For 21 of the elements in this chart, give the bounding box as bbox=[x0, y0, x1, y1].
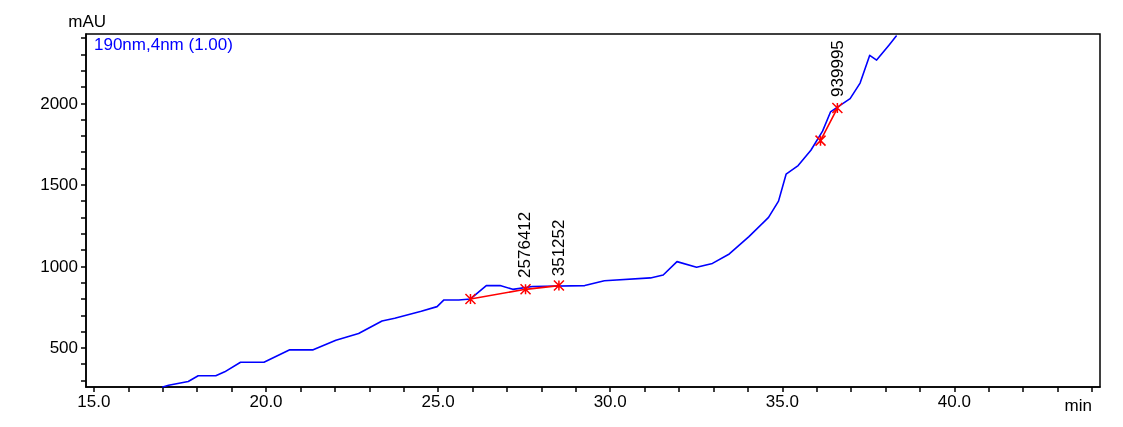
point bbox=[464, 293, 477, 305]
point bbox=[553, 279, 565, 292]
y-tick-label: 500 bbox=[49, 338, 78, 358]
x-tick-label: 35.0 bbox=[765, 392, 799, 411]
x-tick-label: 20.0 bbox=[249, 392, 283, 411]
y-tick-label: 2000 bbox=[40, 93, 78, 113]
x-tick-label: 40.0 bbox=[937, 392, 971, 411]
point bbox=[831, 102, 844, 114]
point bbox=[814, 134, 827, 147]
annotation: 939995 bbox=[827, 40, 847, 97]
text: 190nm,4nm (1.00) bbox=[94, 35, 233, 54]
x-tick-label: 30.0 bbox=[593, 392, 627, 411]
point bbox=[519, 283, 532, 296]
x-tick-label: 15.0 bbox=[77, 392, 111, 411]
annotation: 2576412 bbox=[514, 211, 534, 278]
x-tick-label: 25.0 bbox=[421, 392, 455, 411]
y-tick-label: 1000 bbox=[40, 256, 78, 276]
x-axis-title: min bbox=[1064, 396, 1092, 415]
y-axis-title: mAU bbox=[68, 12, 106, 31]
annotation: 351252 bbox=[549, 219, 569, 277]
y-tick-label: 1500 bbox=[40, 175, 78, 195]
